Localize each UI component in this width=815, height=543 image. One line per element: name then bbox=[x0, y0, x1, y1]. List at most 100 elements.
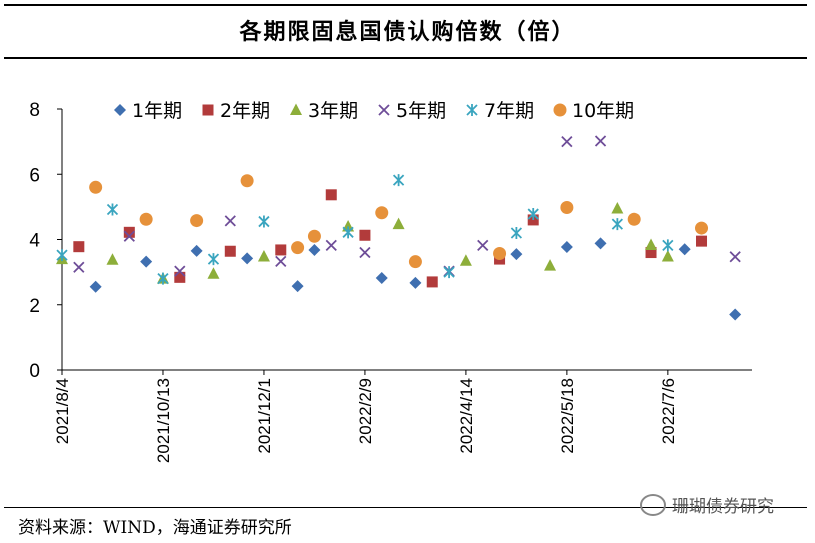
point-series-1 bbox=[409, 276, 422, 289]
y-tick-label: 6 bbox=[29, 165, 40, 186]
point-series-6 bbox=[493, 247, 507, 261]
point-series-6 bbox=[89, 180, 103, 194]
legend-label-4: 5年期 bbox=[396, 100, 446, 122]
point-series-4 bbox=[477, 239, 489, 252]
legend-label-5: 7年期 bbox=[484, 100, 534, 122]
point-series-1 bbox=[594, 237, 607, 250]
point-series-2 bbox=[426, 276, 438, 288]
legend-marker-3 bbox=[290, 103, 302, 115]
point-series-3 bbox=[106, 253, 119, 265]
point-series-3 bbox=[257, 249, 270, 262]
legend-label-2: 2年期 bbox=[220, 100, 270, 122]
point-series-1 bbox=[291, 280, 304, 293]
point-series-3 bbox=[207, 267, 220, 279]
point-series-2 bbox=[325, 189, 337, 201]
x-tick-label: 2021/8/4 bbox=[53, 378, 72, 444]
title-rule bbox=[4, 57, 807, 59]
point-series-4 bbox=[561, 135, 573, 148]
legend-label-3: 3年期 bbox=[308, 100, 358, 122]
point-series-6 bbox=[560, 201, 574, 215]
point-series-6 bbox=[307, 229, 321, 243]
point-series-2 bbox=[275, 244, 287, 256]
x-tick-label: 2022/2/9 bbox=[356, 378, 375, 444]
source-rule bbox=[4, 507, 807, 508]
point-series-2 bbox=[174, 271, 186, 283]
wechat-icon bbox=[640, 493, 666, 516]
point-series-1 bbox=[560, 241, 573, 254]
page-title: 各期限固息国债认购倍数（倍） bbox=[239, 19, 576, 45]
watermark-text: 珊瑚债券研究 bbox=[672, 497, 774, 517]
source-note: 资料来源：WIND，海通证券研究所 bbox=[18, 518, 292, 538]
x-tick-label: 2021/12/1 bbox=[255, 378, 274, 454]
point-series-4 bbox=[359, 246, 371, 259]
point-series-3 bbox=[661, 249, 674, 262]
y-tick-label: 0 bbox=[29, 361, 40, 382]
point-series-1 bbox=[190, 244, 203, 257]
point-series-5 bbox=[443, 266, 455, 279]
legend-marker-1 bbox=[114, 104, 126, 116]
point-series-6 bbox=[375, 206, 389, 220]
point-series-5 bbox=[56, 249, 68, 262]
point-series-2 bbox=[224, 245, 236, 257]
legend-marker-4 bbox=[378, 104, 390, 116]
point-series-4 bbox=[594, 135, 607, 147]
y-tick-label: 4 bbox=[29, 231, 40, 252]
y-tick-label: 8 bbox=[29, 100, 40, 121]
point-series-3 bbox=[544, 259, 557, 271]
point-series-1 bbox=[241, 252, 254, 265]
point-series-4 bbox=[275, 255, 287, 267]
chart: 0 2 4 6 8 2021/8/4 2021/10/13 2021/12/1 2022/2/9… bbox=[29, 100, 752, 463]
point-series-2 bbox=[645, 247, 657, 259]
point-series-5 bbox=[392, 174, 405, 187]
point-series-1 bbox=[140, 255, 153, 268]
legend-label-1: 1年期 bbox=[132, 100, 182, 122]
point-series-5 bbox=[527, 208, 539, 221]
x-tick-label: 2021/10/13 bbox=[154, 378, 173, 463]
point-series-3 bbox=[459, 254, 472, 266]
point-series-2 bbox=[359, 229, 371, 241]
legend-marker-2 bbox=[202, 104, 214, 116]
point-series-6 bbox=[695, 221, 709, 235]
point-series-4 bbox=[73, 261, 85, 273]
point-series-5 bbox=[258, 215, 270, 228]
point-series-1 bbox=[375, 271, 388, 284]
point-series-2 bbox=[73, 241, 85, 253]
point-series-3 bbox=[645, 238, 658, 251]
point-series-1 bbox=[89, 280, 102, 293]
point-series-5 bbox=[662, 239, 674, 252]
point-series-3 bbox=[611, 202, 624, 214]
point-series-2 bbox=[123, 226, 135, 238]
point-series-5 bbox=[510, 226, 523, 239]
legend-label-6: 10年期 bbox=[572, 100, 634, 122]
y-tick-label: 2 bbox=[29, 296, 40, 317]
point-series-1 bbox=[510, 248, 523, 261]
legend-marker-5 bbox=[466, 104, 478, 116]
point-series-4 bbox=[123, 230, 135, 242]
x-tick-label: 2022/7/6 bbox=[659, 378, 678, 444]
point-series-6 bbox=[190, 214, 204, 228]
point-series-1 bbox=[729, 308, 742, 321]
point-series-6 bbox=[240, 174, 254, 188]
point-series-5 bbox=[157, 272, 169, 285]
point-series-6 bbox=[408, 255, 422, 269]
point-series-2 bbox=[696, 235, 708, 247]
point-series-6 bbox=[291, 241, 305, 255]
point-series-4 bbox=[729, 251, 741, 263]
point-series-4 bbox=[325, 239, 337, 252]
point-series-1 bbox=[308, 243, 321, 256]
point-series-3 bbox=[392, 217, 405, 230]
point-series-5 bbox=[106, 203, 119, 216]
x-tick-label: 2022/5/18 bbox=[558, 378, 577, 454]
top-rule bbox=[4, 4, 807, 6]
point-series-4 bbox=[174, 265, 186, 277]
point-series-6 bbox=[139, 212, 153, 226]
point-series-4 bbox=[224, 215, 236, 227]
point-series-1 bbox=[678, 243, 691, 256]
point-series-5 bbox=[611, 218, 624, 231]
point-series-5 bbox=[207, 253, 220, 266]
point-series-5 bbox=[342, 226, 354, 239]
watermark: 珊瑚债券研究 bbox=[640, 492, 774, 517]
legend-marker-6 bbox=[553, 103, 567, 117]
point-series-6 bbox=[627, 212, 641, 226]
x-tick-label: 2022/4/14 bbox=[457, 378, 476, 454]
